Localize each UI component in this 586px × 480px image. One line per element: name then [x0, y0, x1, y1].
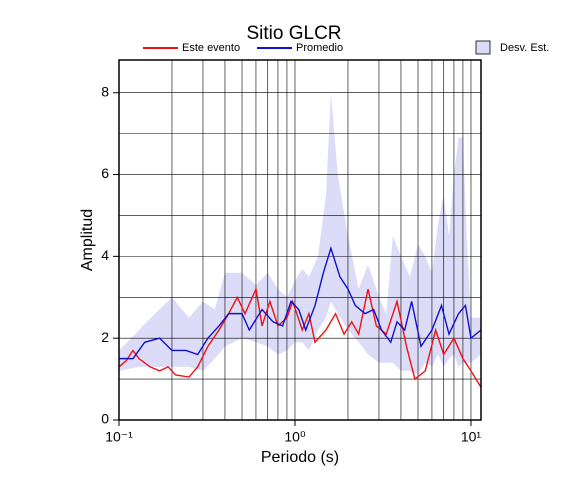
x-axis-label: Periodo (s) [261, 449, 339, 466]
std-band [119, 92, 481, 376]
legend-label: Este evento [182, 42, 240, 54]
legend-label: Desv. Est. [500, 42, 549, 54]
legend-label: Promedio [296, 42, 343, 54]
x-tick-label: 10⁻¹ [105, 429, 133, 445]
x-tick-label: 10⁰ [284, 429, 306, 445]
series-line [119, 245, 482, 360]
legend-swatch [475, 40, 491, 55]
y-tick-label: 8 [101, 83, 109, 99]
y-tick-label: 4 [101, 247, 109, 263]
plot-frame [118, 59, 482, 421]
chart-title: Sitio GLCR [246, 23, 341, 44]
y-tick-label: 6 [101, 165, 109, 181]
y-tick-label: 2 [101, 329, 109, 345]
series-line [118, 286, 482, 388]
y-tick-label: 0 [101, 411, 109, 427]
y-axis-label: Amplitud [79, 209, 96, 271]
x-tick-label: 10¹ [461, 429, 482, 445]
